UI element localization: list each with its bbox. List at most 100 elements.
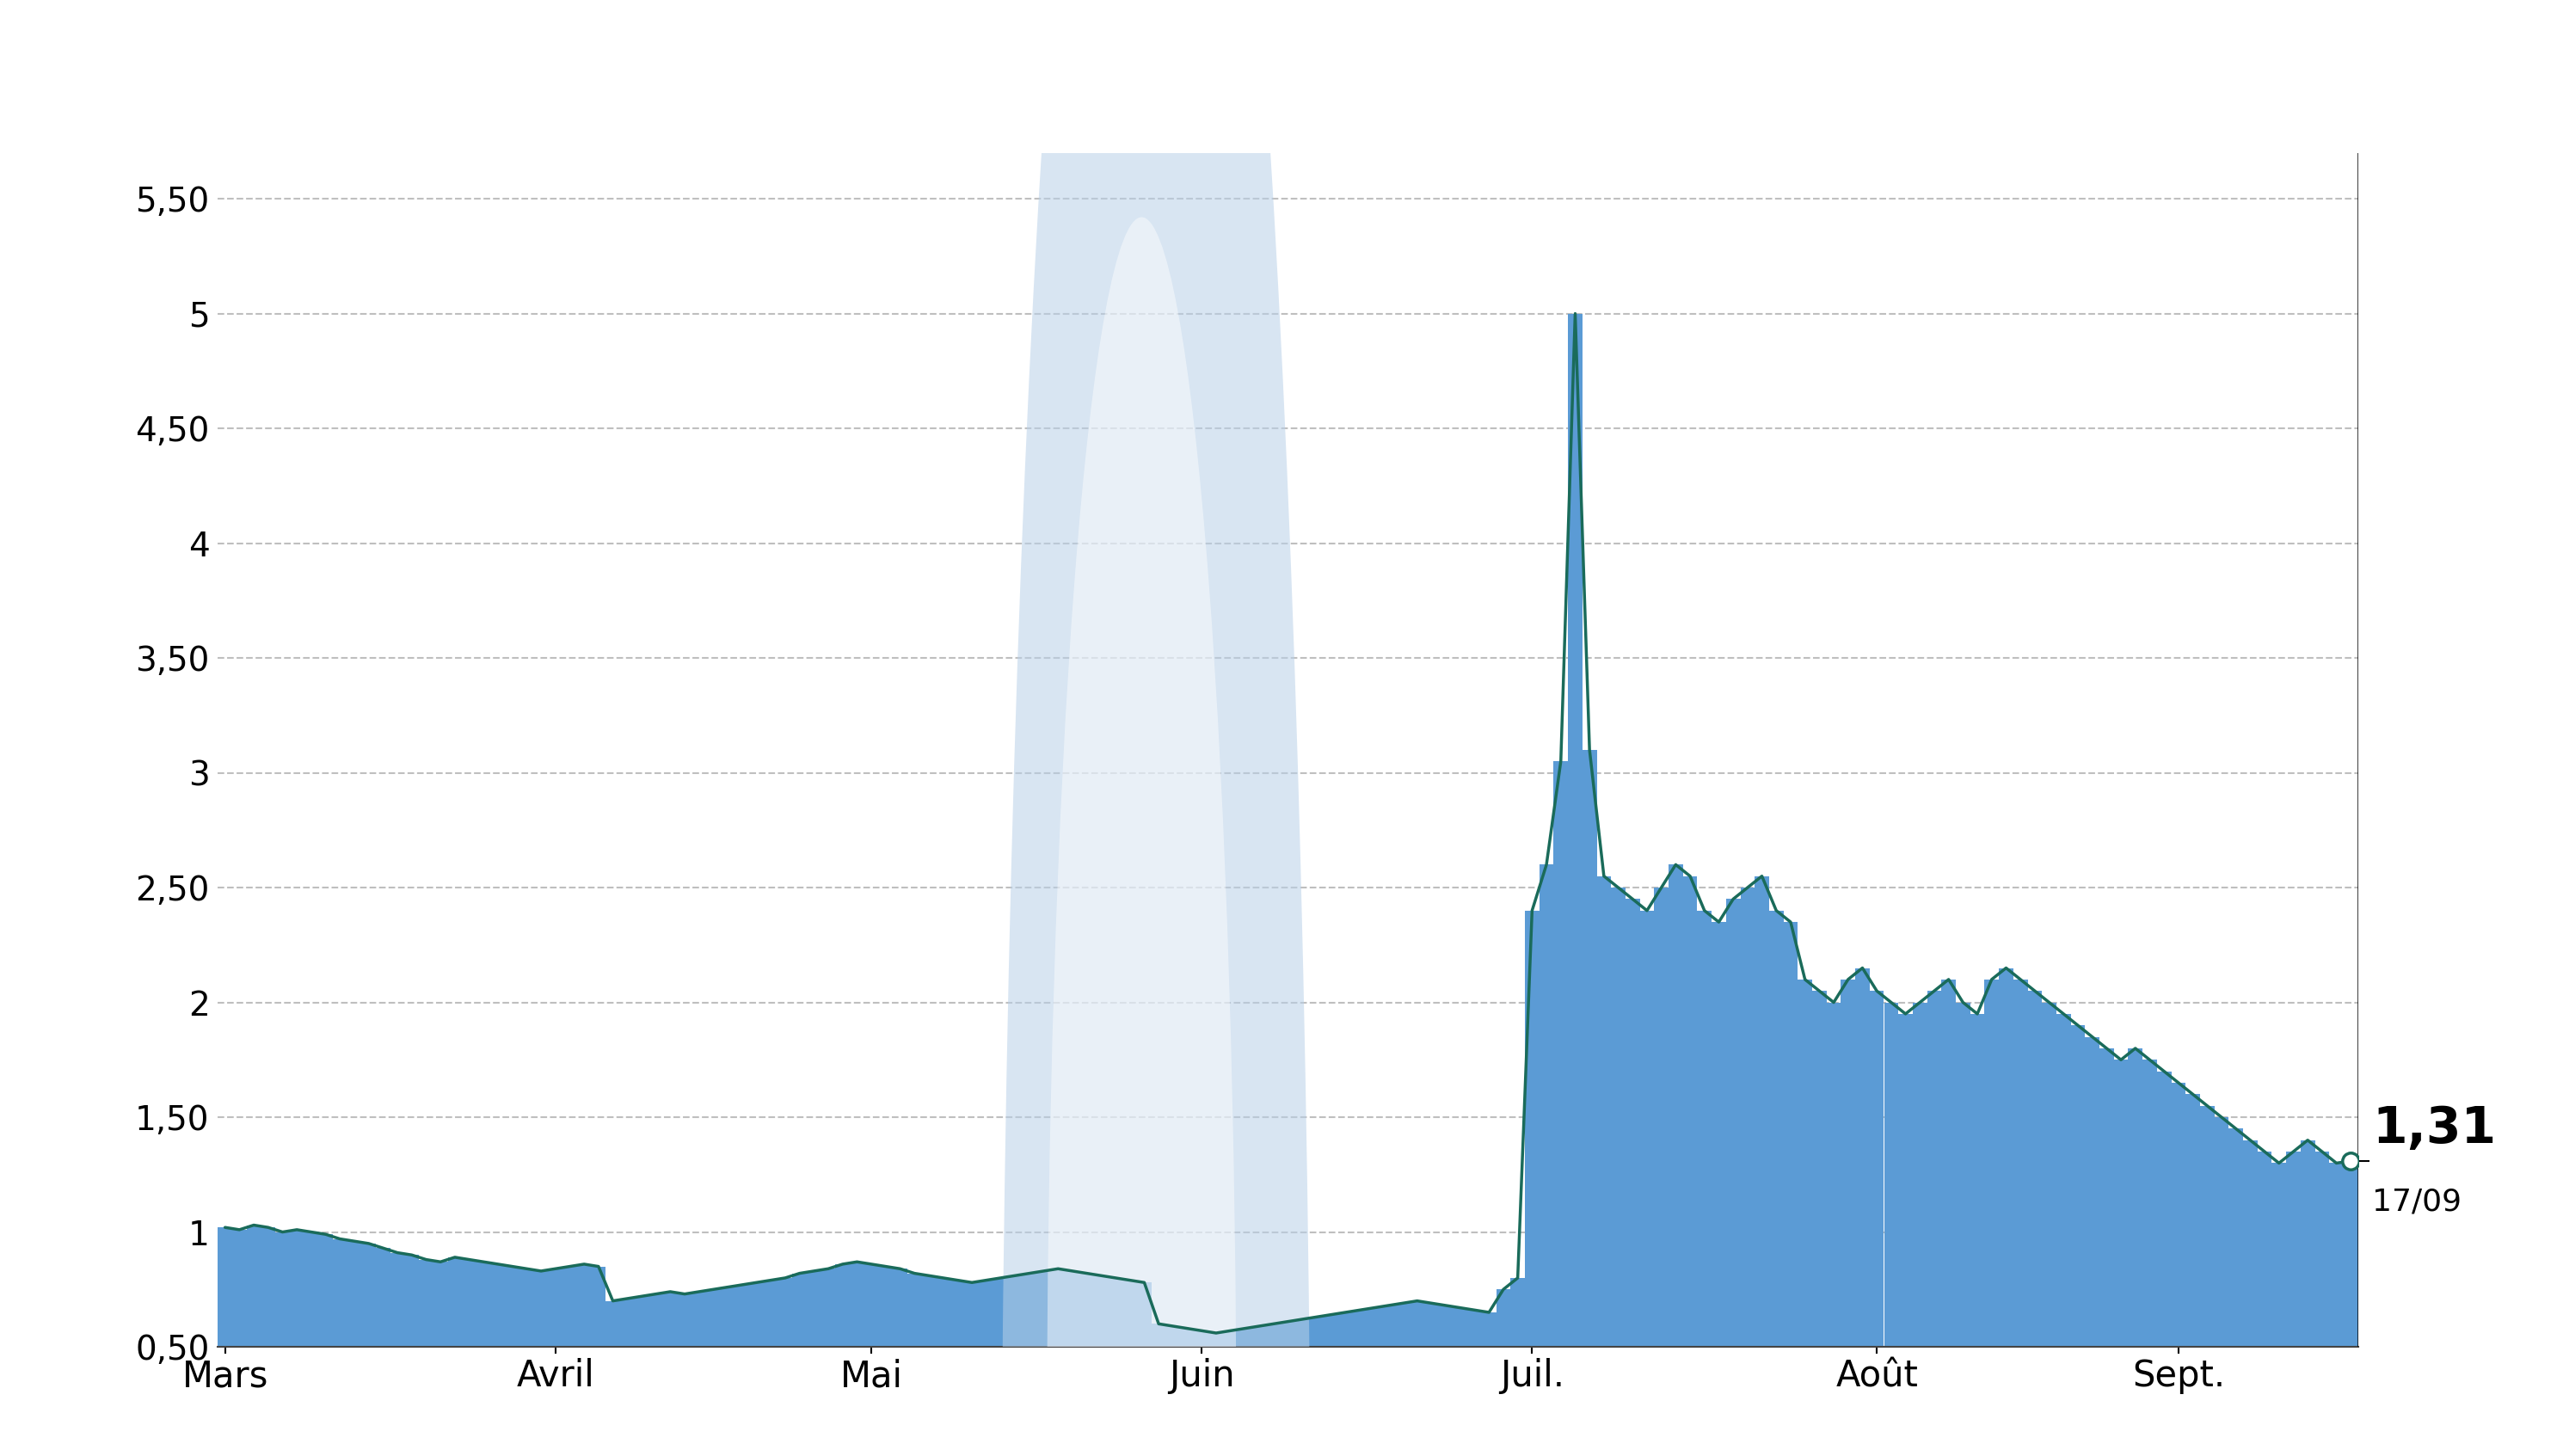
Text: 17/09: 17/09 [2373,1188,2463,1217]
Bar [851,1262,864,1347]
Bar [290,1230,305,1347]
Bar [1294,1319,1310,1347]
Bar [1684,877,1697,1347]
Bar [433,1262,449,1347]
Bar [807,1271,820,1347]
Bar [274,1232,290,1347]
Bar [1999,968,2015,1347]
Bar [1540,865,1553,1347]
Bar [218,1227,233,1347]
Bar [964,1283,979,1347]
Bar [1784,922,1797,1347]
Bar [1553,761,1569,1347]
Bar [1640,910,1653,1347]
Bar [1697,910,1712,1347]
Bar [520,1268,533,1347]
Bar [2158,1072,2171,1347]
Bar [605,1300,620,1347]
Bar [1410,1300,1425,1347]
Bar [2114,1060,2127,1347]
Bar [764,1280,779,1347]
Bar [548,1268,561,1347]
Bar [879,1267,892,1347]
Bar [1768,910,1784,1347]
Bar [1797,980,1812,1347]
Bar [864,1264,879,1347]
Bar [1940,980,1956,1347]
Bar [2330,1163,2343,1347]
Bar [1840,980,1856,1347]
Bar [1266,1324,1282,1347]
Bar [2086,1037,2099,1347]
Bar [2214,1117,2230,1347]
Bar [1310,1316,1325,1347]
Bar [1397,1303,1410,1347]
Bar [1425,1303,1438,1347]
Bar [648,1294,664,1347]
Bar [1366,1307,1381,1347]
Bar [1971,1013,1984,1347]
Bar [720,1287,736,1347]
Bar [561,1267,577,1347]
Bar [1023,1274,1035,1347]
Bar [1166,1326,1179,1347]
Bar [1107,1278,1123,1347]
Bar [1138,1283,1151,1347]
Bar [1123,1280,1138,1347]
Bar [1079,1274,1094,1347]
Bar [2258,1152,2271,1347]
Bar [1984,980,1999,1347]
Bar [1956,1002,1971,1347]
Bar [533,1271,548,1347]
Bar [2143,1060,2158,1347]
Bar [1210,1334,1223,1347]
Bar [1338,1312,1353,1347]
Text: MIRA Pharmaceuticals, Inc.: MIRA Pharmaceuticals, Inc. [766,50,1797,114]
Bar [836,1264,851,1347]
Bar [1927,992,1940,1347]
Ellipse shape [1002,0,1312,1456]
Bar [1353,1310,1366,1347]
Bar [461,1259,477,1347]
Bar [477,1262,490,1347]
Bar [1238,1328,1251,1347]
Bar [1827,1002,1840,1347]
Bar [1756,877,1768,1347]
Bar [1812,992,1827,1347]
Bar [577,1264,592,1347]
Bar [1525,910,1540,1347]
Bar [1868,992,1884,1347]
Bar [449,1258,461,1347]
Bar [1438,1306,1453,1347]
Bar [923,1275,935,1347]
Bar [2171,1083,2186,1347]
Bar [233,1230,246,1347]
Bar [1179,1328,1194,1347]
Bar [994,1278,1007,1347]
Bar [2286,1152,2302,1347]
Bar [1066,1271,1079,1347]
Bar [620,1299,636,1347]
Bar [779,1278,792,1347]
Bar [1653,888,1669,1347]
Bar [1712,922,1725,1347]
Bar [1497,1290,1510,1347]
Bar [792,1274,807,1347]
Bar [377,1248,390,1347]
Bar [1569,313,1581,1347]
Bar [1282,1322,1294,1347]
Bar [1581,750,1597,1347]
Bar [1669,865,1684,1347]
Bar [333,1239,346,1347]
Bar [1597,877,1612,1347]
Bar [1051,1268,1066,1347]
Bar [390,1252,405,1347]
Bar [361,1243,377,1347]
Bar [261,1227,274,1347]
Bar [1899,1013,1912,1347]
Bar [1912,1002,1927,1347]
Bar [246,1224,261,1347]
Bar [2027,992,2043,1347]
Bar [2302,1140,2314,1347]
Bar [1612,888,1625,1347]
